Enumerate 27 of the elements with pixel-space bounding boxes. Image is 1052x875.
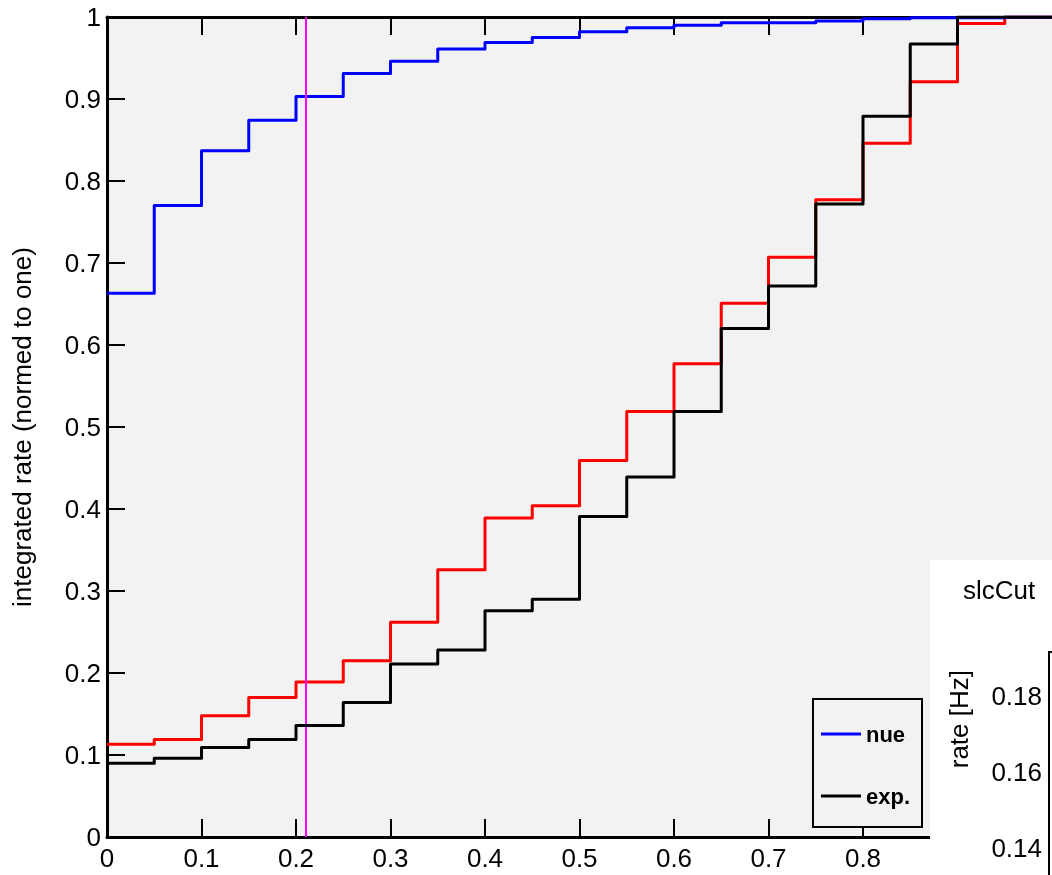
- x-tick-label: 0.8: [844, 843, 882, 873]
- x-tick-label: 0.5: [561, 843, 598, 873]
- y-axis-title: integrated rate (normed to one): [7, 247, 37, 607]
- y-tick-label: 0.1: [64, 740, 101, 770]
- x-tick-label: 0.1: [183, 843, 220, 873]
- y-tick-label: 1: [86, 2, 101, 32]
- y-tick-label: 0.6: [64, 330, 101, 360]
- text: rate [Hz]: [944, 670, 974, 769]
- y-tick-label: 0.9: [64, 84, 101, 114]
- annotation: 0.18: [991, 681, 1043, 711]
- text: slcCut: [963, 575, 1037, 605]
- y-tick-label: 0.2: [64, 658, 101, 688]
- legend-label: exp.: [865, 783, 911, 809]
- y-tick-label: 0.8: [64, 166, 101, 196]
- y-tick-label: 0: [86, 822, 101, 852]
- x-tick-label: 0.3: [372, 843, 409, 873]
- y-tick-label: 0.7: [64, 248, 101, 278]
- x-tick-label: 0.6: [655, 843, 693, 873]
- annotation: 0.14: [991, 833, 1043, 863]
- y-tick-label: 0.3: [64, 576, 101, 606]
- x-tick-label: 0.4: [466, 843, 504, 873]
- y-tick-label: 0.5: [64, 412, 101, 442]
- legend-label: nue: [865, 721, 906, 747]
- x-tick-label: 0.7: [750, 843, 787, 873]
- x-tick-label: 0.2: [277, 843, 315, 873]
- y-tick-label: 0.4: [64, 494, 101, 524]
- annotation: 0.16: [991, 757, 1043, 787]
